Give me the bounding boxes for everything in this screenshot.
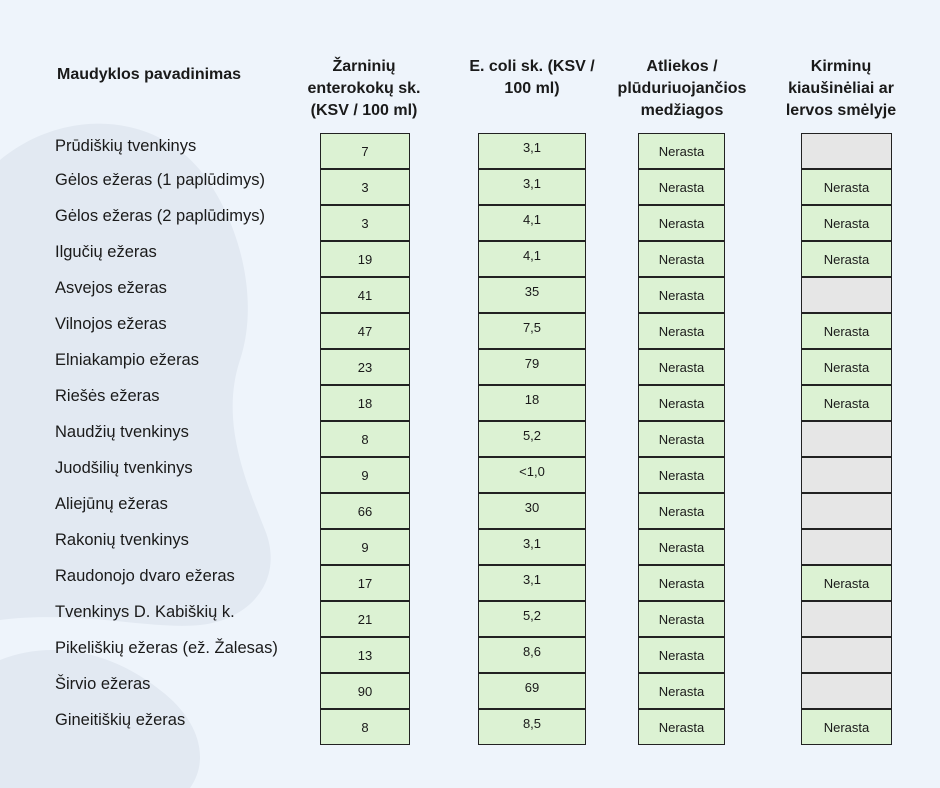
cell-atliekos: Nerasta bbox=[638, 457, 725, 493]
header-ecoli: E. coli sk. (KSV / 100 ml) bbox=[469, 58, 595, 97]
row-name: Raudonojo dvaro ežeras bbox=[55, 567, 235, 585]
cell-ecoli: 3,1 bbox=[478, 133, 586, 169]
cell-ecoli: 30 bbox=[478, 493, 586, 529]
cell-kirminai bbox=[801, 673, 892, 709]
cell-ecoli: 35 bbox=[478, 277, 586, 313]
cell-ecoli: 3,1 bbox=[478, 529, 586, 565]
cell-ecoli: 18 bbox=[478, 385, 586, 421]
cell-ecoli: 3,1 bbox=[478, 565, 586, 601]
cell-enterokokai: 3 bbox=[320, 169, 410, 205]
row-name: Naudžių tvenkinys bbox=[55, 423, 189, 441]
cell-ecoli: 7,5 bbox=[478, 313, 586, 349]
cell-ecoli: 8,6 bbox=[478, 637, 586, 673]
cell-atliekos: Nerasta bbox=[638, 205, 725, 241]
cell-atliekos: Nerasta bbox=[638, 493, 725, 529]
cell-atliekos: Nerasta bbox=[638, 529, 725, 565]
cell-enterokokai: 19 bbox=[320, 241, 410, 277]
row-name: Ilgučių ežeras bbox=[55, 243, 157, 261]
cell-atliekos: Nerasta bbox=[638, 709, 725, 745]
cell-atliekos: Nerasta bbox=[638, 277, 725, 313]
cell-enterokokai: 47 bbox=[320, 313, 410, 349]
cell-atliekos: Nerasta bbox=[638, 169, 725, 205]
cell-ecoli: <1,0 bbox=[478, 457, 586, 493]
row-name: Tvenkinys D. Kabiškių k. bbox=[55, 603, 235, 621]
cell-atliekos: Nerasta bbox=[638, 133, 725, 169]
row-name: Gėlos ežeras (2 paplūdimys) bbox=[55, 207, 266, 225]
cell-kirminai: Nerasta bbox=[801, 205, 892, 241]
cell-kirminai: Nerasta bbox=[801, 169, 892, 205]
cell-kirminai: Nerasta bbox=[801, 349, 892, 385]
row-name: Prūdiškių tvenkinys bbox=[55, 137, 197, 155]
cell-enterokokai: 8 bbox=[320, 421, 410, 457]
row-name: Gineitiškių ežeras bbox=[55, 711, 186, 729]
row-name: Gėlos ežeras (1 paplūdimys) bbox=[55, 171, 266, 189]
cell-kirminai bbox=[801, 457, 892, 493]
cell-kirminai bbox=[801, 133, 892, 169]
cell-kirminai: Nerasta bbox=[801, 565, 892, 601]
row-name: Pikeliškių ežeras (ež. Žalesas) bbox=[55, 639, 278, 657]
cell-atliekos: Nerasta bbox=[638, 565, 725, 601]
cell-kirminai bbox=[801, 493, 892, 529]
row-name: Širvio ežeras bbox=[55, 675, 151, 693]
header-name: Maudyklos pavadinimas bbox=[57, 66, 242, 83]
row-name: Riešės ežeras bbox=[55, 387, 160, 405]
cell-enterokokai: 41 bbox=[320, 277, 410, 313]
cell-atliekos: Nerasta bbox=[638, 673, 725, 709]
cell-enterokokai: 17 bbox=[320, 565, 410, 601]
cell-ecoli: 4,1 bbox=[478, 205, 586, 241]
cell-kirminai bbox=[801, 637, 892, 673]
header-kirminai: Kirminų kiaušinėliai ar lervos smėlyje bbox=[785, 58, 897, 119]
cell-atliekos: Nerasta bbox=[638, 385, 725, 421]
row-name: Asvejos ežeras bbox=[55, 279, 167, 297]
cell-kirminai: Nerasta bbox=[801, 709, 892, 745]
cell-kirminai: Nerasta bbox=[801, 241, 892, 277]
cell-kirminai bbox=[801, 421, 892, 457]
row-name: Aliejūnų ežeras bbox=[55, 495, 168, 513]
cell-atliekos: Nerasta bbox=[638, 349, 725, 385]
cell-enterokokai: 9 bbox=[320, 457, 410, 493]
cell-kirminai bbox=[801, 277, 892, 313]
header-enterokokai: Žarninių enterokokų sk. (KSV / 100 ml) bbox=[307, 58, 421, 119]
cell-kirminai bbox=[801, 601, 892, 637]
cell-enterokokai: 9 bbox=[320, 529, 410, 565]
cell-ecoli: 8,5 bbox=[478, 709, 586, 745]
cell-enterokokai: 66 bbox=[320, 493, 410, 529]
cell-ecoli: 4,1 bbox=[478, 241, 586, 277]
row-name: Vilnojos ežeras bbox=[55, 315, 167, 333]
header-atliekos: Atliekos / plūduriuojančios medžiagos bbox=[617, 58, 747, 119]
cell-enterokokai: 18 bbox=[320, 385, 410, 421]
cell-enterokokai: 21 bbox=[320, 601, 410, 637]
cell-atliekos: Nerasta bbox=[638, 601, 725, 637]
cell-atliekos: Nerasta bbox=[638, 421, 725, 457]
row-name: Rakonių tvenkinys bbox=[55, 531, 189, 549]
cell-enterokokai: 7 bbox=[320, 133, 410, 169]
cell-enterokokai: 3 bbox=[320, 205, 410, 241]
cell-ecoli: 5,2 bbox=[478, 601, 586, 637]
cell-ecoli: 79 bbox=[478, 349, 586, 385]
cell-kirminai: Nerasta bbox=[801, 313, 892, 349]
row-name: Elniakampio ežeras bbox=[55, 351, 199, 369]
row-name: Juodšilių tvenkinys bbox=[55, 459, 193, 477]
cell-enterokokai: 8 bbox=[320, 709, 410, 745]
cell-ecoli: 5,2 bbox=[478, 421, 586, 457]
cell-enterokokai: 13 bbox=[320, 637, 410, 673]
cell-kirminai: Nerasta bbox=[801, 385, 892, 421]
cell-ecoli: 69 bbox=[478, 673, 586, 709]
cell-atliekos: Nerasta bbox=[638, 313, 725, 349]
cell-atliekos: Nerasta bbox=[638, 241, 725, 277]
cell-atliekos: Nerasta bbox=[638, 637, 725, 673]
cell-ecoli: 3,1 bbox=[478, 169, 586, 205]
cell-kirminai bbox=[801, 529, 892, 565]
cell-enterokokai: 90 bbox=[320, 673, 410, 709]
cell-enterokokai: 23 bbox=[320, 349, 410, 385]
